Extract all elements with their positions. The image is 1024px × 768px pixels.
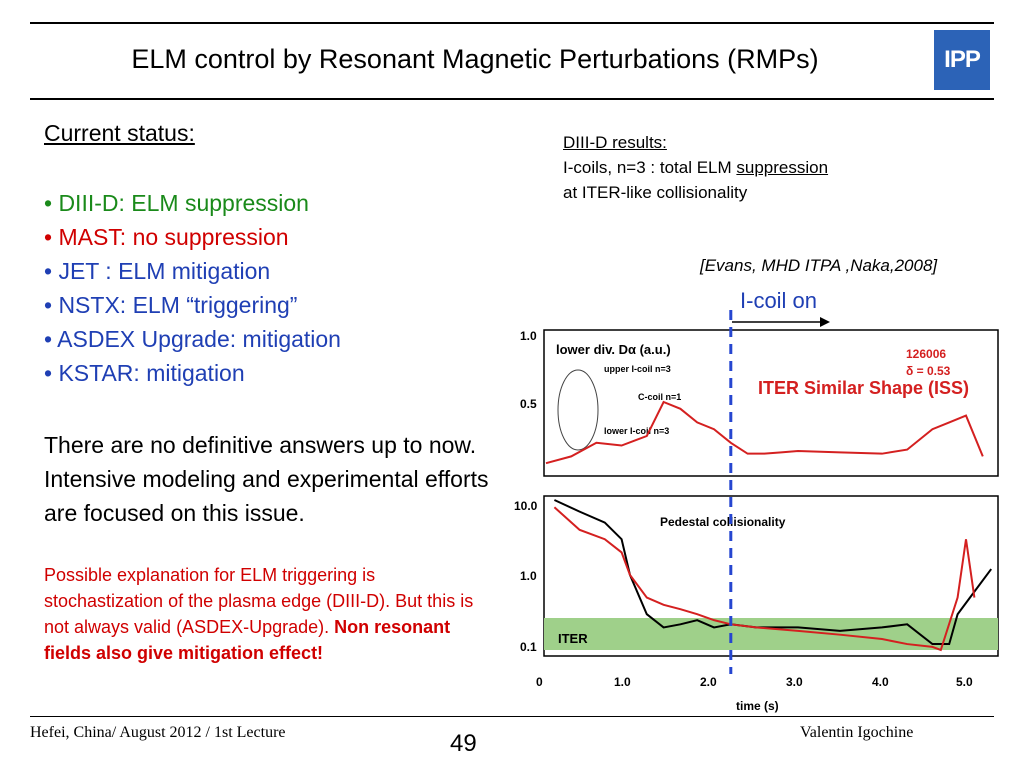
results-line-2: at ITER-like collisionality (563, 183, 748, 202)
chart-bottom-ytick-3: 0.1 (520, 640, 537, 654)
annotation-delta: δ = 0.53 (906, 364, 951, 378)
footer-author: Valentin Igochine (800, 724, 914, 741)
diiid-results: DIII-D results: I-coils, n=3 : total ELM… (563, 130, 828, 205)
bullet-jet: • JET : ELM mitigation (44, 258, 271, 284)
results-line-1-text: I-coils, n=3 : total ELM (563, 158, 737, 177)
footer-event: Hefei, China/ August 2012 / 1st Lecture (30, 724, 286, 741)
footer-rule (30, 716, 994, 717)
reference-citation: [Evans, MHD ITPA ,Naka,2008] (700, 256, 938, 275)
title-rule (30, 98, 994, 100)
xtick-5: 5.0 (956, 675, 973, 689)
bullet-diiid: • DIII-D: ELM suppression (44, 190, 309, 216)
chart-top-ytick-2: 0.5 (520, 397, 537, 411)
page-number: 49 (450, 730, 477, 757)
slide-title: ELM control by Resonant Magnetic Perturb… (131, 44, 819, 74)
chart-xlabel: time (s) (736, 699, 779, 713)
annotation-upper-icoil: upper I-coil n=3 (604, 364, 671, 374)
iter-band-label: ITER (558, 631, 588, 646)
chart-top-series (545, 400, 984, 465)
top-rule (30, 22, 994, 24)
ipp-logo: IPP (934, 30, 990, 90)
xtick-4: 4.0 (872, 675, 889, 689)
results-line-1: I-coils, n=3 : total ELM suppression (563, 155, 828, 180)
iter-band (544, 618, 998, 650)
xtick-3: 3.0 (786, 675, 803, 689)
annotation-lower-icoil: lower I-coil n=3 (604, 426, 669, 436)
annotation-shot: 126006 (906, 347, 946, 361)
chart-bottom-ytick-2: 1.0 (520, 569, 537, 583)
xtick-1: 1.0 (614, 675, 631, 689)
icoil-on-label: I-coil on (740, 288, 818, 313)
diiid-figure: 1.0 0.5 lower div. Dα (a.u.) upper I-coi… (514, 310, 999, 713)
bullet-mast: • MAST: no suppression (44, 224, 289, 250)
summary-paragraph: There are no definitive answers up to no… (44, 432, 489, 526)
chart-top-frame (543, 329, 999, 477)
results-title: DIII-D results: (563, 133, 667, 152)
bullet-nstx: • NSTX: ELM “triggering” (44, 292, 298, 318)
bullet-kstar: • KSTAR: mitigation (44, 360, 245, 386)
chart-top-title: lower div. Dα (a.u.) (556, 342, 671, 357)
xtick-2: 2.0 (700, 675, 717, 689)
bullet-asdex: • ASDEX Upgrade: mitigation (44, 326, 341, 352)
results-suppression: suppression (736, 158, 829, 177)
chart-bottom-title: Pedestal collisionality (660, 515, 786, 529)
explanation-text: Possible explanation for ELM triggering … (44, 565, 474, 637)
plasma-cross-section (557, 369, 599, 451)
xtick-0: 0 (536, 675, 543, 689)
chart-bottom-ytick-1: 10.0 (514, 499, 538, 513)
chart-top-series-0 (545, 400, 984, 465)
annotation-ccoil: C-coil n=1 (638, 392, 681, 402)
chart-top-ytick-1: 1.0 (520, 329, 537, 343)
annotation-iss: ITER Similar Shape (ISS) (758, 378, 969, 398)
status-bullet-list: • DIII-D: ELM suppression • MAST: no sup… (44, 186, 341, 390)
explanation-paragraph: Possible explanation for ELM triggering … (44, 562, 494, 666)
explanation-bold: Non resonant fields also give mitigation… (44, 617, 451, 663)
icoil-arrow-head (820, 317, 830, 327)
current-status-heading: Current status: (44, 120, 195, 146)
